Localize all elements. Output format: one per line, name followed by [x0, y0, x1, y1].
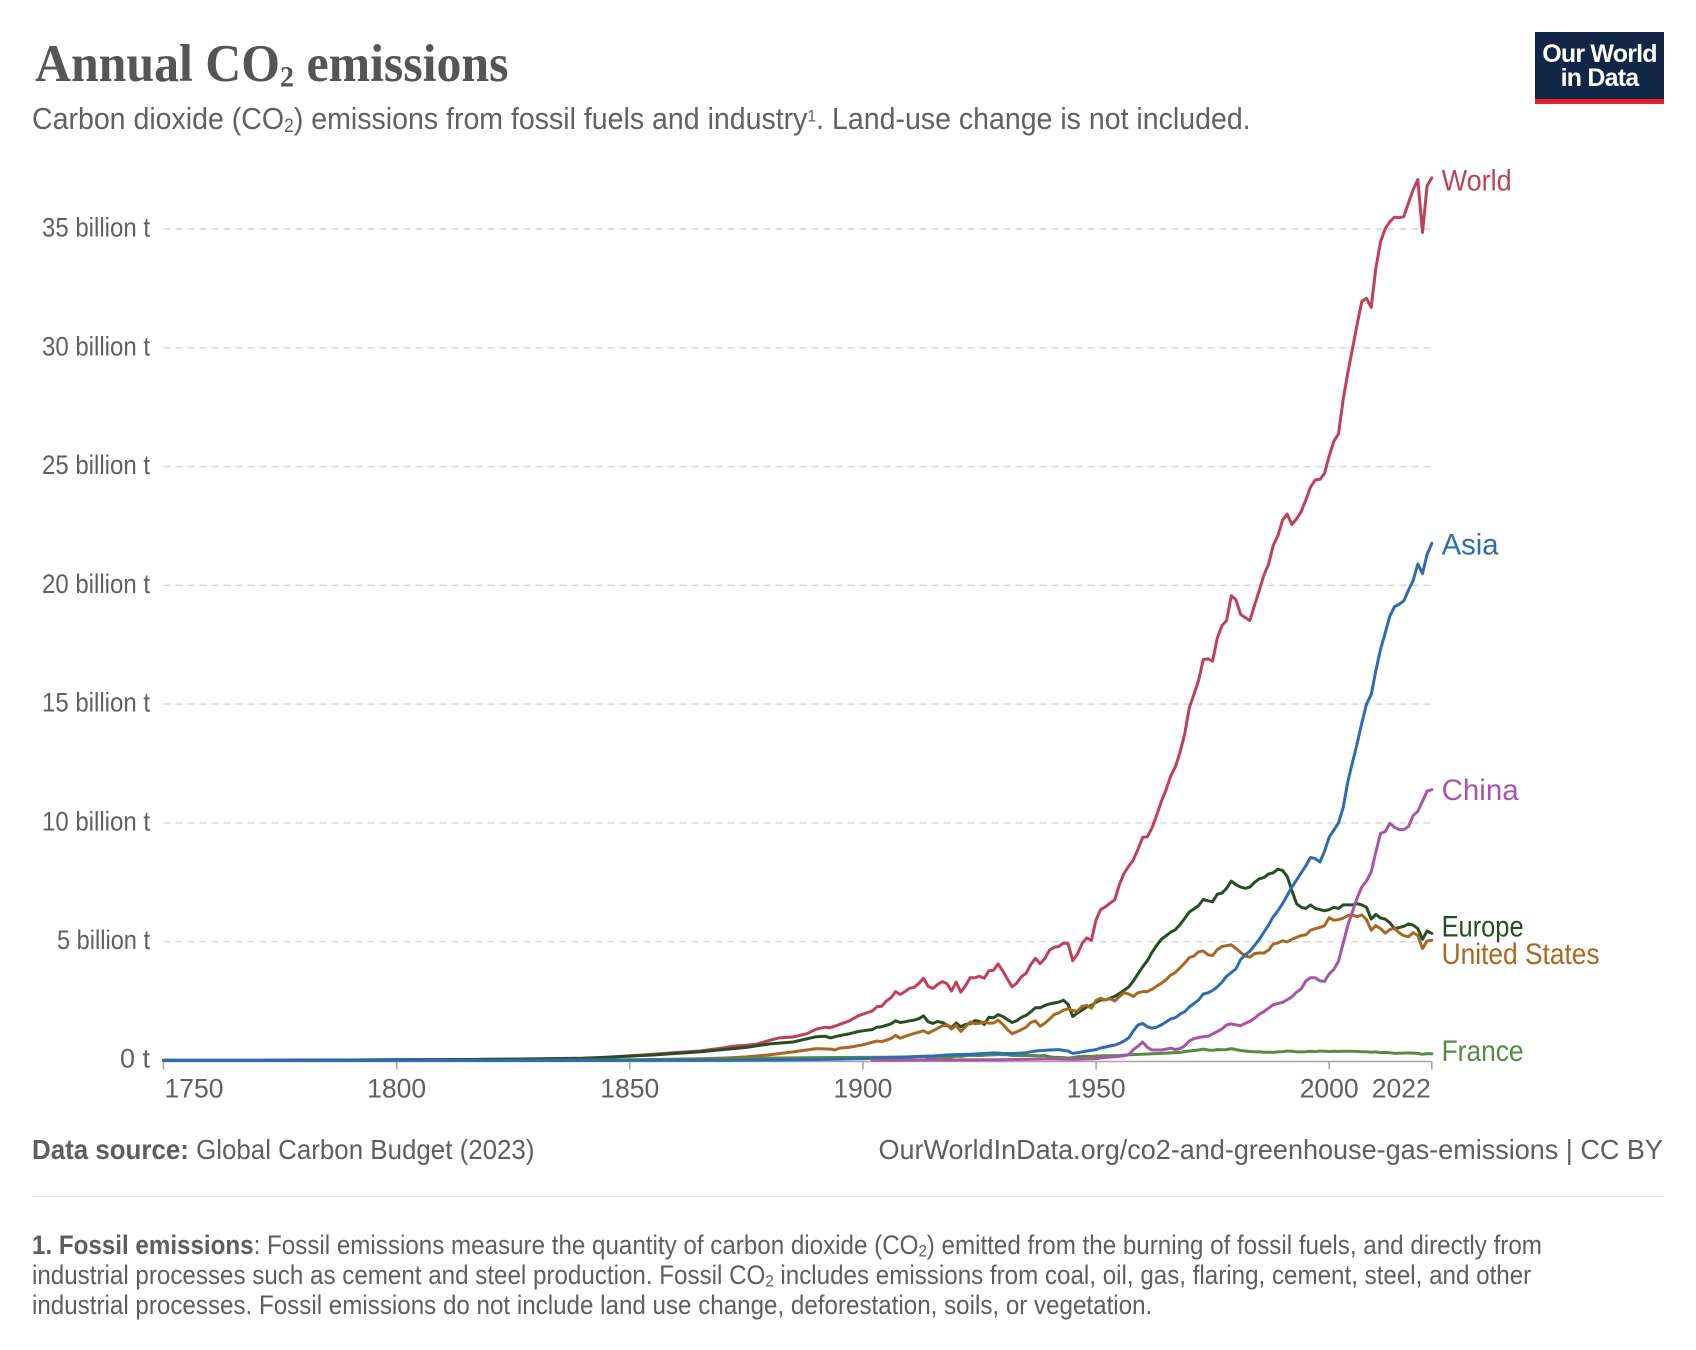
- svg-text:France: France: [1442, 1035, 1524, 1068]
- svg-text:30 billion t: 30 billion t: [42, 331, 150, 361]
- svg-text:China: China: [1442, 774, 1520, 807]
- svg-text:World: World: [1442, 164, 1512, 197]
- svg-text:1750: 1750: [165, 1074, 224, 1104]
- svg-text:20 billion t: 20 billion t: [42, 569, 150, 599]
- svg-text:25 billion t: 25 billion t: [42, 450, 150, 480]
- svg-text:1950: 1950: [1067, 1074, 1126, 1104]
- svg-text:1850: 1850: [600, 1074, 659, 1104]
- svg-text:2000: 2000: [1300, 1074, 1359, 1104]
- svg-text:10 billion t: 10 billion t: [42, 806, 150, 836]
- svg-text:Asia: Asia: [1442, 529, 1500, 562]
- svg-text:United States: United States: [1442, 938, 1600, 971]
- svg-text:1900: 1900: [833, 1074, 892, 1104]
- svg-text:15 billion t: 15 billion t: [42, 688, 150, 718]
- svg-text:35 billion t: 35 billion t: [42, 213, 150, 243]
- svg-text:Europe: Europe: [1442, 911, 1524, 944]
- svg-text:1800: 1800: [367, 1074, 426, 1104]
- svg-text:2022: 2022: [1372, 1074, 1431, 1104]
- svg-text:0 t: 0 t: [120, 1044, 150, 1074]
- svg-text:5 billion t: 5 billion t: [57, 925, 150, 955]
